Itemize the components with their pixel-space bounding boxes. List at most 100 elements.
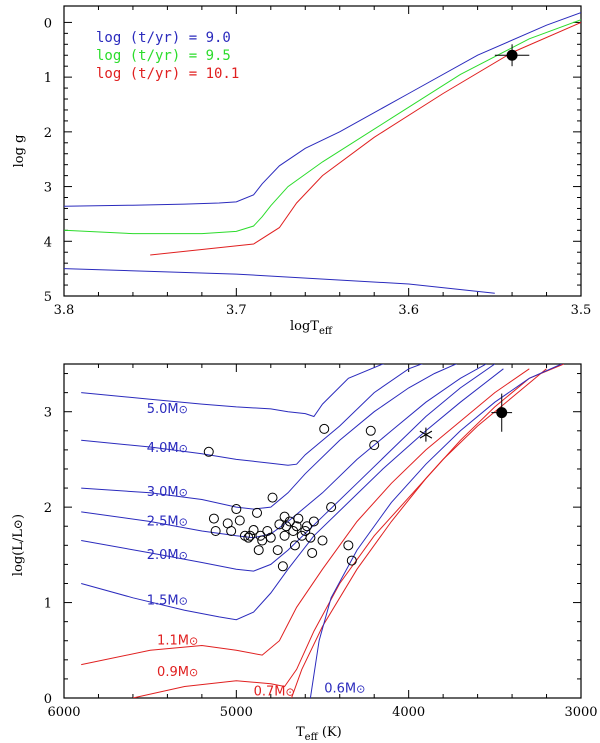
cluster-star [279, 511, 290, 522]
track-label: 4.0M⊙ [147, 441, 188, 456]
bottom-ytick-label: 3 [44, 406, 52, 421]
cluster-star [203, 446, 214, 457]
bottom-xtick-label: 6000 [47, 705, 80, 720]
cluster-star [231, 504, 242, 515]
asterisk-marker [419, 427, 433, 442]
track-label: 2.0M⊙ [147, 548, 188, 563]
track-5-0m [81, 364, 385, 418]
cluster-star [272, 545, 283, 556]
cluster-star [239, 530, 250, 541]
legend-entry-9-0: log (t/yr) = 9.0 [96, 30, 231, 46]
cluster-star [317, 535, 328, 546]
cluster-star [208, 513, 219, 524]
track-label: 1.1M⊙ [157, 634, 198, 649]
bottom-x-axis-label: Teff (K) [296, 725, 342, 743]
track-0-9m [132, 368, 547, 698]
track-1-1m [81, 368, 530, 666]
cluster-star [226, 526, 237, 536]
top-tick-labels: 3.8 3.7 3.6 3.5 0 1 2 3 4 5 [44, 16, 592, 318]
track-4-0m [81, 364, 424, 466]
top-legend: log (t/yr) = 9.0 log (t/yr) = 9.5 log (t… [96, 30, 239, 82]
cluster-star [253, 545, 264, 556]
cluster-star [301, 521, 312, 532]
cluster-star [284, 516, 295, 527]
legend-entry-10-1: log (t/yr) = 10.1 [96, 66, 239, 82]
bottom-xtick-label: 3000 [564, 705, 597, 720]
top-isochrone-1 [64, 19, 581, 235]
top-ytick-label: 3 [44, 181, 52, 196]
track-1-5m [81, 368, 504, 621]
track-label: 1.5M⊙ [147, 594, 188, 609]
top-ytick-label: 4 [44, 235, 52, 250]
cluster-star [252, 507, 263, 518]
bottom-tracks [81, 364, 564, 698]
track-label: 0.6M⊙ [324, 681, 365, 696]
track-0-7m [291, 364, 564, 698]
top-ytick-label: 2 [44, 126, 52, 141]
top-curves [64, 12, 581, 294]
cluster-star [245, 530, 256, 541]
track-label: 3.0M⊙ [147, 485, 188, 500]
top-ytick-label: 1 [44, 71, 52, 86]
cluster-star [343, 540, 354, 551]
cluster-star [234, 515, 245, 526]
top-ytick-label: 5 [44, 290, 52, 305]
top-isochrone-0 [64, 12, 581, 207]
cluster-star [369, 440, 380, 451]
cluster-star [255, 530, 266, 541]
top-panel: 3.8 3.7 3.6 3.5 0 1 2 3 4 5 log (t/yr) = 9.0 log … [12, 5, 592, 337]
svg-text:log(L/L⊙): log(L/L⊙) [11, 514, 26, 576]
cluster-star [265, 532, 276, 543]
bottom-ticks [63, 364, 582, 699]
top-x-axis-label: logTeff [290, 319, 333, 337]
cluster-star [305, 532, 316, 543]
track-2-0m [81, 364, 496, 572]
top-xtick-label: 3.8 [54, 303, 75, 318]
cluster-star [274, 519, 285, 530]
cluster-star [257, 535, 268, 546]
track-3-0m [81, 364, 458, 510]
cluster-star [308, 516, 319, 527]
bottom-xtick-label: 4000 [392, 705, 425, 720]
top-ytick-label: 0 [44, 16, 52, 31]
bottom-ytick-label: 0 [44, 692, 52, 707]
bottom-frame [63, 363, 582, 699]
cluster-star [319, 423, 330, 434]
track-2-5m [81, 364, 487, 539]
top-isochrone-3 [64, 268, 495, 294]
top-datapoint [494, 44, 530, 67]
cluster-star [279, 530, 290, 541]
cluster-star [326, 502, 337, 513]
bottom-panel: 5.0M⊙ 4.0M⊙ 3.0M⊙ 2.5M⊙ 2.0M⊙ 1.5M⊙ 1.1M⊙ 0.9M⊙… [11, 363, 598, 743]
cluster-star [293, 513, 304, 524]
bottom-ytick-label: 2 [44, 501, 52, 516]
cluster-star [291, 521, 302, 532]
legend-entry-9-5: log (t/yr) = 9.5 [96, 48, 231, 64]
top-ticks [63, 6, 582, 297]
bottom-tick-labels: 6000 5000 4000 3000 0 1 2 3 [44, 406, 598, 720]
cluster-star [243, 532, 254, 543]
top-xtick-label: 3.5 [571, 303, 592, 318]
cluster-star [262, 526, 273, 536]
track-label: 5.0M⊙ [147, 402, 188, 417]
track-0-6m [309, 364, 563, 698]
top-xtick-label: 3.7 [226, 303, 247, 318]
top-xtick-label: 3.6 [398, 303, 419, 318]
cluster-star [300, 526, 311, 536]
cluster-star [248, 525, 259, 536]
top-y-axis-label: log g [12, 135, 27, 168]
bottom-ytick-label: 1 [44, 597, 52, 612]
bottom-track-labels: 5.0M⊙ 4.0M⊙ 3.0M⊙ 2.5M⊙ 2.0M⊙ 1.5M⊙ 1.1M⊙ 0.9M⊙… [147, 402, 366, 699]
cluster-star [307, 547, 318, 558]
track-label: 2.5M⊙ [147, 514, 188, 529]
bottom-star-point [496, 407, 508, 419]
cluster-star [346, 555, 357, 566]
track-label: 0.9M⊙ [157, 665, 198, 680]
cluster-star [277, 561, 288, 572]
bottom-stars [203, 393, 513, 572]
cluster-star [365, 425, 376, 436]
cluster-star [289, 540, 300, 551]
track-label: 0.7M⊙ [254, 684, 295, 699]
top-star-point [506, 49, 518, 61]
